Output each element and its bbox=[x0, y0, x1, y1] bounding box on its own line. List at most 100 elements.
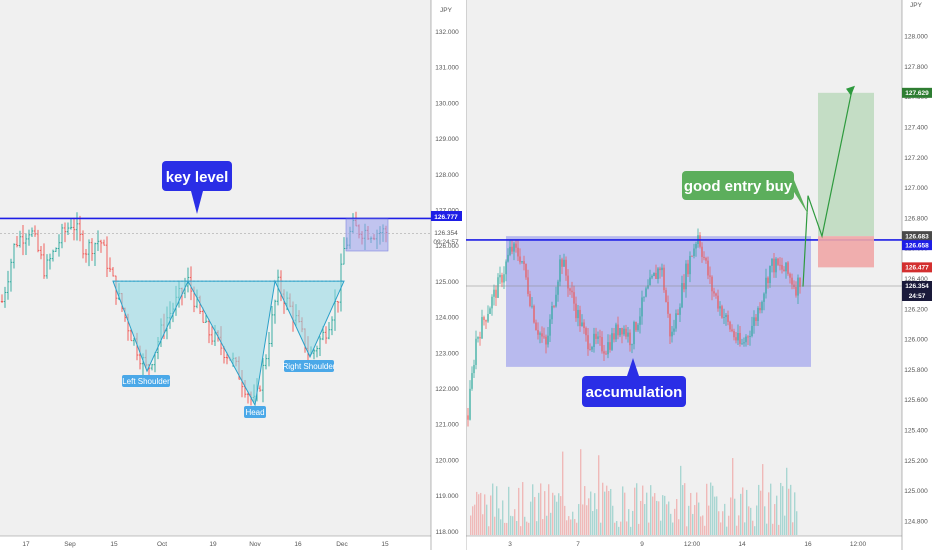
candle bbox=[631, 343, 633, 354]
candle bbox=[491, 294, 493, 316]
candle bbox=[787, 261, 789, 276]
volume-bar bbox=[792, 522, 794, 535]
ohlc-bar bbox=[57, 234, 61, 257]
ohlc-bar bbox=[318, 336, 322, 356]
left-price-chart[interactable]: JPY 132.000 131.000 130.000 129.000 128.000 1… bbox=[0, 0, 464, 550]
volume-bar bbox=[626, 521, 628, 535]
candle bbox=[525, 263, 527, 280]
right-price-tick: 124.800 bbox=[904, 518, 928, 525]
candle bbox=[733, 328, 735, 341]
volume-bar bbox=[476, 491, 478, 535]
candle bbox=[557, 279, 559, 302]
ohlc-bar bbox=[99, 239, 103, 253]
volume-bar bbox=[762, 464, 764, 535]
volume-bar bbox=[520, 526, 522, 535]
candle bbox=[575, 296, 577, 322]
candle bbox=[553, 305, 555, 309]
candle bbox=[589, 343, 591, 351]
volume-bar bbox=[544, 491, 546, 535]
volume-bar bbox=[608, 491, 610, 535]
volume-bar bbox=[730, 497, 732, 535]
volume-bar bbox=[528, 522, 530, 535]
ohlc-bar bbox=[207, 318, 211, 344]
ohlc-bar bbox=[150, 363, 154, 371]
candle bbox=[547, 327, 549, 348]
candle bbox=[499, 266, 501, 285]
candle bbox=[669, 313, 671, 344]
ohlc-bar bbox=[30, 227, 34, 237]
right-price-axis[interactable] bbox=[902, 0, 932, 550]
ohlc-bar bbox=[108, 257, 112, 273]
volume-bar bbox=[602, 482, 604, 535]
right-price-tick: 125.200 bbox=[904, 458, 928, 465]
right-countdown: 24:57 bbox=[909, 293, 926, 300]
right-price-chart[interactable]: JPY 128.000127.800127.600127.400127.2001… bbox=[466, 0, 932, 550]
candle bbox=[515, 239, 517, 253]
ohlc-bar bbox=[105, 236, 109, 278]
volume-bar bbox=[770, 483, 772, 535]
ohlc-bar bbox=[102, 239, 106, 246]
right-chart-panel[interactable]: JPY 128.000127.800127.600127.400127.2001… bbox=[466, 0, 932, 550]
candle bbox=[695, 241, 697, 257]
candle bbox=[529, 290, 531, 308]
stop-loss-zone bbox=[818, 236, 874, 268]
ohlc-bar bbox=[21, 225, 25, 256]
candle bbox=[767, 276, 769, 289]
candle bbox=[539, 331, 541, 344]
candle bbox=[517, 240, 519, 262]
ohlc-bar bbox=[36, 229, 40, 253]
accumulation-box bbox=[506, 236, 811, 367]
candle bbox=[605, 350, 607, 355]
candle bbox=[781, 257, 783, 274]
candle bbox=[723, 308, 725, 325]
right-price-tick: 127.200 bbox=[904, 155, 928, 162]
volume-bar bbox=[530, 501, 532, 535]
volume-bar bbox=[668, 501, 670, 535]
accumulation-callout: accumulation bbox=[582, 358, 686, 407]
candle bbox=[531, 297, 533, 309]
left-last-price-tag: 126.354 09:24:57 bbox=[433, 230, 459, 246]
ohlc-bar bbox=[90, 238, 94, 261]
volume-bar bbox=[526, 521, 528, 535]
key-level-callout-pointer bbox=[191, 191, 203, 214]
volume-bar bbox=[540, 483, 542, 535]
left-price-tick: 123.000 bbox=[435, 350, 459, 357]
volume-bar bbox=[548, 484, 550, 535]
left-price-axis[interactable] bbox=[431, 0, 464, 550]
candle bbox=[485, 319, 487, 330]
entry-callout-box bbox=[682, 171, 794, 200]
volume-bar bbox=[714, 496, 716, 535]
candle bbox=[591, 345, 593, 353]
ohlc-bar bbox=[12, 243, 16, 269]
volume-bar bbox=[696, 492, 698, 535]
candle bbox=[773, 252, 775, 278]
candle bbox=[621, 327, 623, 344]
left-time-tick: Sep bbox=[64, 541, 76, 548]
ohlc-bar bbox=[327, 322, 331, 340]
candle bbox=[561, 257, 563, 274]
left-price-tick: 126.000 bbox=[435, 243, 459, 250]
volume-bar bbox=[744, 522, 746, 535]
candle bbox=[479, 331, 481, 346]
candle bbox=[735, 332, 737, 344]
candle bbox=[573, 285, 575, 311]
candle bbox=[691, 255, 693, 257]
volume-bar bbox=[652, 496, 654, 535]
left-shoulder-label: Left Shoulder bbox=[122, 377, 170, 386]
candle bbox=[623, 325, 625, 337]
volume-bar bbox=[592, 511, 594, 535]
candle bbox=[501, 272, 503, 288]
volume-bar bbox=[786, 467, 788, 535]
volume-bar bbox=[546, 515, 548, 535]
candle bbox=[489, 306, 491, 315]
left-chart-panel[interactable]: JPY 132.000 131.000 130.000 129.000 128.000 1… bbox=[0, 0, 464, 550]
volume-bar bbox=[774, 504, 776, 535]
ohlc-bar bbox=[93, 242, 97, 266]
candle bbox=[555, 286, 557, 308]
candle bbox=[661, 263, 663, 277]
right-price-tick: 126.000 bbox=[904, 337, 928, 344]
volume-bar bbox=[480, 492, 482, 535]
candle bbox=[607, 334, 609, 359]
left-price-tick: 119.000 bbox=[435, 493, 458, 500]
candle bbox=[707, 256, 709, 280]
